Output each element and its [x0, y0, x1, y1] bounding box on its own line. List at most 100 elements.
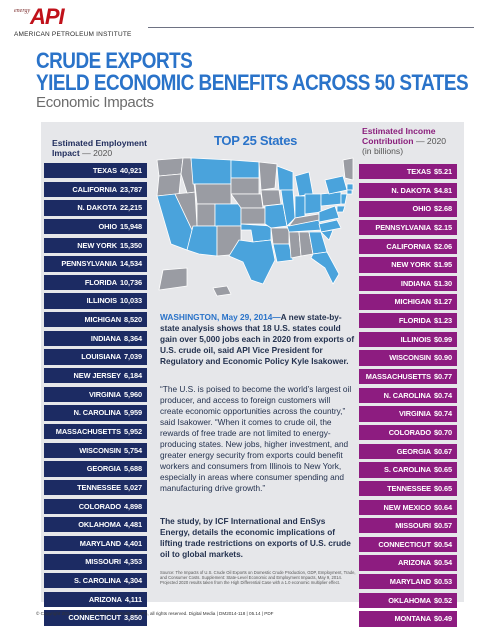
income-row: CALIFORNIA $2.06 — [359, 238, 457, 254]
income-value: $0.70 — [434, 427, 452, 437]
employment-state: TEXAS — [92, 166, 117, 175]
employment-row: TENNESSEE 5,027 — [44, 479, 147, 496]
employment-value: 5,754 — [124, 445, 142, 455]
employment-list: TEXAS 40,921 CALIFORNIA 23,787 N. DAKOTA 22,2… — [44, 163, 147, 629]
income-state: OKLAHOMA — [388, 595, 431, 605]
state-south-carolina — [320, 229, 334, 241]
employment-value: 4,481 — [124, 520, 142, 530]
employment-row: OHIO 15,948 — [44, 218, 147, 235]
employment-value: 14,534 — [119, 259, 142, 269]
state-texas — [228, 239, 276, 285]
income-value: $0.54 — [434, 539, 452, 549]
header-divider — [148, 27, 474, 28]
state-oregon — [156, 173, 182, 197]
page-subtitle: Economic Impacts — [36, 94, 154, 111]
income-row: N. CAROLINA $0.74 — [359, 387, 457, 403]
header: energy API AMERICAN PETROLEUM INSTITUTE — [14, 4, 474, 46]
employment-state: TENNESSEE — [77, 482, 121, 492]
employment-row: MISSOURI 4,353 — [44, 554, 147, 570]
state-connecticut — [346, 189, 353, 195]
employment-row: FLORIDA 10,736 — [44, 274, 147, 291]
income-row: FLORIDA $1.23 — [359, 313, 457, 329]
employment-state: OHIO — [98, 221, 117, 231]
employment-value: 4,111 — [124, 594, 142, 604]
employment-value: 4,401 — [124, 538, 142, 548]
income-value: $0.67 — [434, 446, 452, 456]
income-row: TENNESSEE $0.65 — [359, 480, 457, 497]
employment-row: ARIZONA 4,111 — [44, 591, 147, 608]
article-quote: “The U.S. is poised to become the world’… — [160, 384, 352, 493]
income-value: $0.57 — [434, 521, 452, 531]
state-new-york — [324, 175, 348, 195]
income-row: ILLINOIS $0.99 — [359, 331, 457, 348]
employment-value: 10,033 — [119, 296, 142, 306]
employment-value: 5,952 — [124, 426, 142, 436]
employment-value: 4,353 — [124, 557, 142, 567]
income-row: TEXAS $5.21 — [359, 164, 457, 180]
employment-row: COLORADO 4,898 — [44, 498, 147, 514]
income-state: PENNSYLVANIA — [375, 222, 431, 232]
employment-state: NEW JERSEY — [73, 371, 122, 381]
article-lead: WASHINGTON, May 29, 2014—A new state-by-… — [160, 312, 355, 367]
employment-state: COLORADO — [78, 501, 121, 511]
income-state: CONNECTICUT — [378, 539, 431, 549]
state-north-dakota — [230, 159, 260, 179]
employment-state: OKLAHOMA — [78, 520, 121, 530]
income-value: $0.99 — [434, 334, 452, 344]
income-state: INDIANA — [400, 278, 431, 288]
employment-state: NEW YORK — [77, 240, 117, 250]
income-value: $0.65 — [434, 483, 452, 493]
income-row: MARYLAND $0.53 — [359, 574, 457, 590]
income-state: N. CAROLINA — [383, 390, 431, 400]
income-row: WISCONSIN $0.90 — [359, 350, 457, 366]
state-missouri — [264, 203, 288, 229]
employment-value: 8,364 — [124, 333, 142, 343]
state-new-jersey — [340, 193, 348, 205]
employment-state: PENNSYLVANIA — [61, 259, 117, 269]
employment-value: 5,027 — [124, 482, 142, 492]
state-massachusetts — [346, 183, 354, 191]
state-virginia — [318, 205, 340, 223]
income-row: N. DAKOTA $4.81 — [359, 182, 457, 198]
income-state: TENNESSEE — [387, 483, 431, 493]
employment-row: WISCONSIN 5,754 — [44, 442, 147, 458]
employment-year: — 2020 — [82, 148, 113, 158]
api-logo: API — [30, 4, 65, 29]
income-state: MASSACHUSETTS — [365, 372, 431, 382]
income-value: $2.06 — [434, 241, 452, 251]
employment-row: OKLAHOMA 4,481 — [44, 517, 147, 533]
income-value: $0.52 — [434, 595, 452, 605]
employment-state: CALIFORNIA — [72, 184, 117, 194]
employment-value: 15,350 — [119, 240, 142, 250]
employment-state: FLORIDA — [84, 277, 117, 287]
income-value: $1.27 — [434, 297, 452, 307]
employment-value: 40,921 — [119, 166, 142, 175]
income-value: $0.77 — [434, 372, 452, 382]
employment-row: S. CAROLINA 4,304 — [44, 573, 147, 589]
income-row: MISSOURI $0.57 — [359, 518, 457, 534]
income-row: MONTANA $0.49 — [359, 611, 457, 627]
income-value: $0.74 — [434, 390, 452, 400]
employment-state: INDIANA — [90, 333, 121, 343]
employment-row: N. DAKOTA 22,215 — [44, 200, 147, 216]
employment-state: ILLINOIS — [86, 296, 118, 306]
employment-row: MICHIGAN 8,520 — [44, 312, 147, 328]
income-row: VIRGINIA $0.74 — [359, 406, 457, 422]
employment-row: NEW JERSEY 6,184 — [44, 368, 147, 384]
income-value: $1.23 — [434, 316, 452, 326]
employment-row: CONNECTICUT 3,850 — [44, 610, 147, 626]
state-oklahoma — [240, 223, 272, 243]
employment-state: ARIZONA — [88, 594, 122, 604]
state-pennsylvania — [320, 191, 342, 207]
employment-state: N. DAKOTA — [77, 203, 117, 213]
institute-name: AMERICAN PETROLEUM INSTITUTE — [14, 31, 132, 38]
income-state: CALIFORNIA — [386, 241, 431, 251]
state-illinois — [280, 189, 296, 227]
state-michigan — [294, 171, 314, 197]
state-wyoming — [194, 183, 232, 205]
employment-state: LOUISIANA — [81, 352, 121, 362]
income-row: NEW MEXICO $0.64 — [359, 499, 457, 515]
income-state: OHIO — [412, 204, 432, 214]
copyright-footer: © Copyright 2014 – American Petroleum In… — [36, 611, 274, 616]
employment-state: MARYLAND — [79, 538, 121, 548]
